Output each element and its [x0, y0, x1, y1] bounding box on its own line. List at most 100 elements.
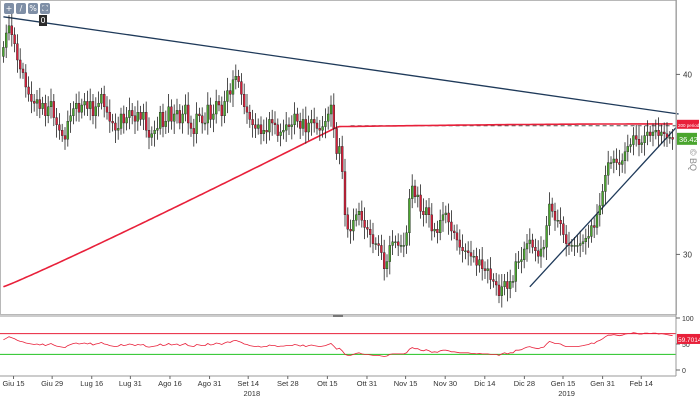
panel-resize-handle[interactable] [333, 315, 343, 317]
candle-body[interactable] [77, 102, 81, 113]
candle-body[interactable] [159, 111, 162, 129]
candle-body[interactable] [357, 210, 361, 215]
candle-body[interactable] [545, 225, 548, 248]
candle-body[interactable] [523, 248, 526, 261]
candle-body[interactable] [187, 104, 190, 124]
candle-body[interactable] [161, 111, 165, 127]
candle-body[interactable] [265, 129, 268, 133]
candle-body[interactable] [646, 131, 649, 136]
candle-body[interactable] [383, 252, 386, 270]
candle-body[interactable] [441, 214, 445, 221]
candle-body[interactable] [548, 203, 551, 226]
candle-body[interactable] [91, 101, 95, 117]
candle-body[interactable] [229, 90, 232, 95]
candle-body[interactable] [276, 124, 279, 136]
support-trendline[interactable] [529, 124, 680, 288]
candle-body[interactable] [111, 120, 114, 124]
candle-body[interactable] [83, 101, 86, 106]
candle-body[interactable] [352, 219, 355, 232]
candle-body[interactable] [609, 162, 613, 164]
candle-body[interactable] [573, 245, 576, 247]
candle-body[interactable] [215, 101, 218, 115]
candle-body[interactable] [416, 194, 419, 197]
resistance-trendline[interactable] [3, 16, 679, 115]
candle-body[interactable] [663, 131, 666, 134]
rsi-line[interactable] [3, 332, 673, 357]
candle-body[interactable] [369, 228, 372, 235]
candle-body[interactable] [245, 106, 249, 113]
candle-body[interactable] [2, 47, 5, 57]
candle-body[interactable] [537, 250, 540, 257]
candle-body[interactable] [657, 129, 660, 136]
candle-body[interactable] [97, 102, 100, 107]
candle-body[interactable] [318, 128, 321, 131]
candle-body[interactable] [237, 75, 240, 82]
candle-body[interactable] [394, 241, 397, 244]
candle-body[interactable] [593, 225, 596, 228]
candle-body[interactable] [139, 111, 142, 120]
candle-body[interactable] [363, 219, 366, 228]
candle-body[interactable] [156, 128, 159, 131]
candle-body[interactable] [419, 194, 422, 212]
candle-body[interactable] [525, 243, 529, 250]
candle-body[interactable] [422, 210, 425, 215]
candle-body[interactable] [584, 237, 587, 242]
candle-body[interactable] [637, 138, 641, 145]
candle-body[interactable] [623, 151, 627, 162]
candle-body[interactable] [397, 241, 400, 246]
candle-body[interactable] [279, 131, 282, 136]
candle-body[interactable] [492, 279, 495, 282]
candle-body[interactable] [209, 104, 212, 120]
candle-body[interactable] [201, 115, 204, 124]
candle-body[interactable] [668, 137, 671, 139]
candle-body[interactable] [539, 248, 543, 257]
candle-body[interactable] [343, 171, 347, 216]
candle-body[interactable] [195, 113, 198, 134]
candle-body[interactable] [332, 104, 335, 129]
candle-body[interactable] [388, 245, 391, 262]
fit-screen-icon[interactable]: ⛶ [40, 3, 50, 14]
candle-body[interactable] [520, 259, 523, 262]
candle-body[interactable] [444, 212, 447, 215]
candle-body[interactable] [33, 101, 36, 104]
candle-body[interactable] [472, 256, 475, 258]
candle-body[interactable] [559, 219, 562, 224]
candle-body[interactable] [556, 219, 559, 222]
candle-body[interactable] [360, 210, 363, 221]
candle-body[interactable] [307, 122, 310, 133]
candle-body[interactable] [595, 214, 599, 228]
candle-body[interactable] [649, 131, 652, 136]
candle-body[interactable] [304, 119, 307, 133]
candle-body[interactable] [66, 120, 69, 140]
candle-body[interactable] [640, 142, 643, 145]
candle-body[interactable] [531, 239, 534, 248]
candle-body[interactable] [44, 102, 47, 116]
candle-body[interactable] [21, 68, 25, 73]
candle-body[interactable] [285, 124, 288, 131]
candle-body[interactable] [94, 106, 97, 117]
candle-body[interactable] [61, 129, 64, 136]
candle-body[interactable] [170, 106, 173, 122]
candle-body[interactable] [30, 93, 33, 102]
candle-body[interactable] [69, 115, 72, 122]
candle-body[interactable] [75, 102, 78, 109]
candle-body[interactable] [528, 239, 531, 244]
candle-body[interactable] [612, 158, 615, 163]
candle-body[interactable] [38, 99, 41, 109]
candle-body[interactable] [7, 25, 11, 34]
candle-body[interactable] [234, 75, 237, 80]
candle-body[interactable] [198, 113, 201, 116]
candle-body[interactable] [35, 99, 39, 104]
candle-body[interactable] [299, 120, 302, 129]
candle-body[interactable] [27, 86, 30, 95]
candle-body[interactable] [469, 252, 473, 257]
candle-body[interactable] [506, 281, 509, 289]
candle-body[interactable] [377, 243, 380, 246]
candle-body[interactable] [131, 110, 134, 117]
candle-body[interactable] [430, 214, 433, 232]
candle-body[interactable] [128, 110, 131, 118]
candle-body[interactable] [329, 104, 333, 115]
candle-body[interactable] [63, 135, 67, 140]
candle-body[interactable] [534, 246, 537, 251]
candle-body[interactable] [635, 135, 638, 140]
